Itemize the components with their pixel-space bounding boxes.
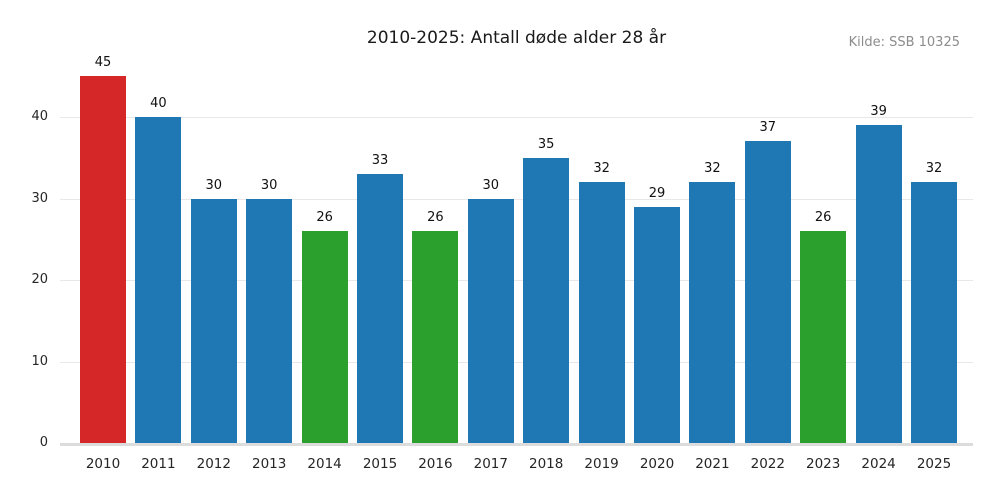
bar-value-label: 37: [759, 120, 777, 136]
bar-value-label: 40: [150, 96, 167, 112]
bar: [800, 231, 847, 443]
bar-value-label: 32: [925, 161, 943, 177]
bar-value-label: 26: [814, 210, 832, 226]
bar: [855, 125, 902, 443]
bar-value-label: 30: [482, 177, 500, 193]
bar: [412, 231, 459, 443]
bar-value-label: 32: [593, 161, 610, 177]
y-tick-label: 40: [31, 109, 48, 125]
x-tick-label: 2025: [916, 456, 952, 472]
bar: [80, 76, 126, 443]
bar: [634, 206, 680, 443]
x-tick-label: 2022: [750, 456, 785, 472]
bar: [578, 182, 625, 443]
bar-value-label: 29: [648, 185, 666, 201]
bar-value-label: 33: [371, 153, 389, 169]
chart-title: 2010-2025: Antall døde alder 28 år: [366, 28, 667, 48]
bar: [911, 182, 957, 443]
gridline: [60, 198, 973, 200]
bar-value-label: 26: [316, 210, 333, 226]
x-tick-label: 2012: [196, 456, 231, 472]
x-tick-label: 2024: [861, 456, 896, 472]
bar: [190, 198, 237, 443]
x-tick-label: 2013: [252, 456, 287, 472]
bar-value-label: 26: [427, 210, 444, 226]
bar: [689, 182, 736, 443]
x-tick-label: 2016: [418, 456, 453, 472]
y-tick-label: 0: [39, 435, 48, 450]
y-tick-label: 30: [31, 190, 48, 206]
bar: [357, 174, 403, 443]
bar-value-label: 45: [94, 55, 112, 71]
y-tick-label: 20: [31, 272, 48, 288]
x-tick-label: 2019: [584, 456, 619, 472]
bar: [744, 141, 791, 443]
bar-value-label: 32: [704, 161, 721, 177]
source-label: Kilde: SSB 10325: [848, 35, 960, 50]
y-tick-label: 10: [31, 353, 48, 369]
bar: [246, 198, 293, 443]
x-tick-label: 2010: [85, 456, 121, 472]
x-tick-label: 2011: [141, 456, 176, 472]
bar-value-label: 35: [537, 136, 555, 152]
x-tick-label: 2018: [529, 456, 564, 472]
gridline: [60, 117, 973, 119]
x-tick-label: 2014: [307, 456, 342, 472]
x-tick-label: 2023: [806, 456, 841, 472]
bar: [301, 231, 348, 443]
bar-value-label: 39: [870, 104, 887, 120]
bar: [523, 157, 570, 443]
bar: [467, 198, 514, 443]
x-axis-line: [60, 443, 973, 446]
x-tick-label: 2021: [695, 456, 730, 472]
gridline: [60, 361, 973, 363]
x-tick-label: 2020: [639, 456, 675, 472]
bar-value-label: 30: [260, 177, 278, 193]
x-tick-label: 2017: [473, 456, 508, 472]
x-tick-label: 2015: [362, 456, 398, 472]
bar: [135, 117, 182, 443]
gridline: [60, 280, 973, 282]
bar-value-label: 30: [205, 177, 223, 193]
